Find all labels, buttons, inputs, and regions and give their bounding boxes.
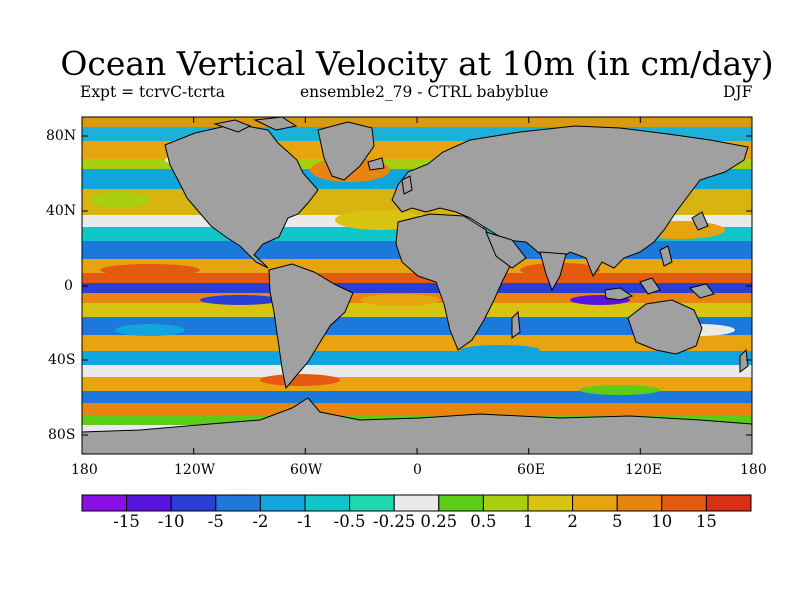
y-tick-label: 80N [46,128,77,144]
x-tick-label: 120W [174,462,216,478]
colorbar-label: 5 [611,512,623,531]
colorbar-label: -0.25 [373,512,416,531]
colorbar-label: 0.25 [420,512,458,531]
land-north-america [164,123,319,269]
experiment-label: Expt = tcrvC-tcrta [80,83,226,101]
land-eurasia [391,125,749,278]
colorbar-label: -15 [113,512,140,531]
colorbar-label: 2 [567,512,578,531]
colorbar-swatch [349,494,395,512]
land-australia [627,299,703,355]
colorbar-label: -0.5 [333,512,366,531]
colorbar-label: 0.5 [470,512,497,531]
y-tick-label: 0 [64,278,73,294]
x-tick-label: 120E [625,462,662,478]
x-tick-label: 60E [517,462,546,478]
land-south-america [268,263,354,390]
colorbar-swatch [482,494,529,512]
ensemble-label: ensemble2_79 - CTRL babyblue [300,83,549,101]
colorbar-swatch [527,494,574,512]
colorbar-swatch [215,494,261,512]
colorbar-label: -2 [252,512,269,531]
colorbar-swatch [393,494,440,512]
x-tick-label: 0 [413,462,422,478]
map-title: Ocean Vertical Velocity at 10m (in cm/da… [60,44,774,83]
season-label: DJF [723,83,753,101]
colorbar-swatch [126,494,172,512]
colorbar-swatch [705,494,752,512]
colorbar-label: 15 [695,512,717,531]
colorbar-swatch [259,494,306,512]
colorbar-swatch [661,494,707,512]
colorbar-swatch [304,494,351,512]
ocean-field [82,117,752,454]
axis-ticks [81,117,753,454]
land-masses [82,117,752,454]
colorbar-swatch [170,494,217,512]
colorbar [81,494,752,512]
land-arabia [485,231,527,269]
colorbar-swatch [438,494,484,512]
colorbar-label: -10 [157,512,185,531]
x-tick-label: 180 [71,462,98,478]
y-tick-label: 80S [48,427,76,443]
colorbar-swatch [616,494,663,512]
colorbar-label: -5 [207,512,224,531]
land-antarctica [82,397,752,454]
colorbar-label: -1 [296,512,314,531]
land-greenland [317,121,375,181]
y-tick-label: 40S [48,352,76,368]
colorbar-swatch [81,494,128,512]
colorbar-label: 1 [522,512,534,531]
colorbar-swatch [572,494,618,512]
x-tick-label: 180 [740,462,767,478]
x-tick-label: 60W [290,462,323,478]
y-tick-label: 40N [46,203,77,219]
colorbar-label: 10 [651,512,673,531]
land-india [539,251,567,292]
land-africa [395,213,511,351]
